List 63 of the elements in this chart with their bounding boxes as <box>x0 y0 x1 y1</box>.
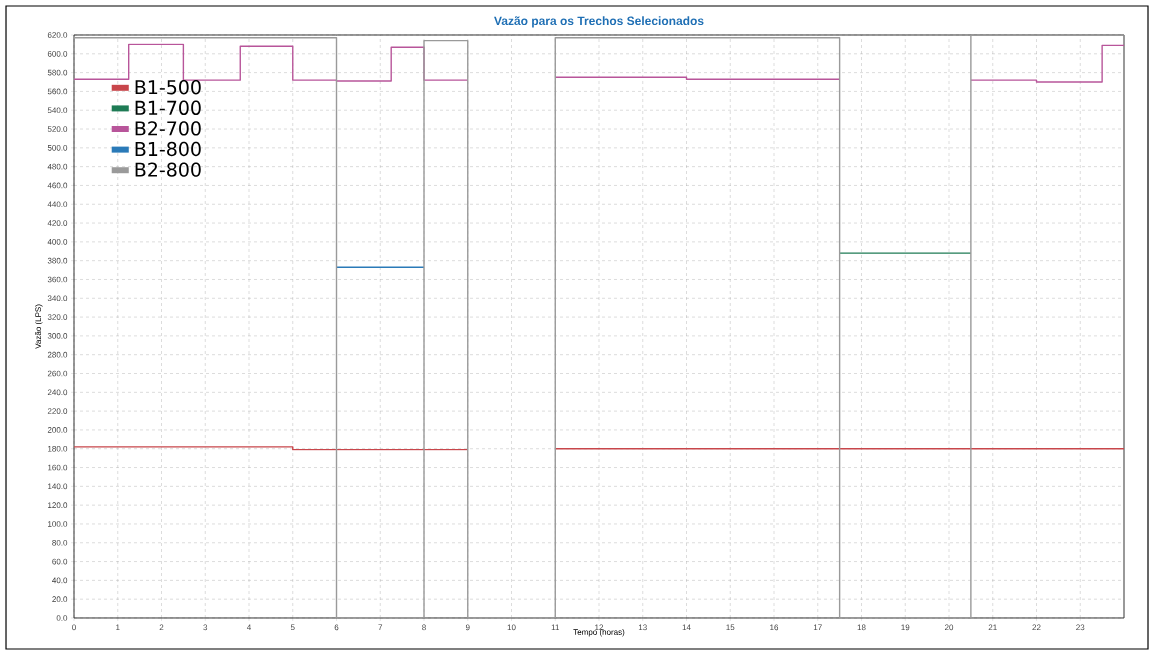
y-tick-label: 400.0 <box>47 239 68 245</box>
y-tick-label: 380.0 <box>47 257 68 264</box>
y-tick-label: 120.0 <box>48 502 68 508</box>
legend-label: B1-700 <box>135 100 201 115</box>
x-tick-label: 17 <box>813 624 822 631</box>
x-axis-title: Tempo (horas) <box>573 629 625 637</box>
x-tick-label: 16 <box>770 624 779 631</box>
x-tick-label: 0 <box>72 624 76 631</box>
y-tick-label: 80.0 <box>52 539 68 546</box>
y-tick-label: 320.0 <box>47 314 68 320</box>
y-tick-label: 40.0 <box>52 577 68 584</box>
x-tick-label: 3 <box>203 624 208 631</box>
x-tick-label: 22 <box>1032 624 1041 631</box>
y-tick-label: 620.0 <box>47 32 68 38</box>
x-tick-label: 4 <box>246 624 251 631</box>
x-tick-label: 11 <box>551 624 560 631</box>
y-tick-label: 500.0 <box>47 145 68 151</box>
x-tick-label: 2 <box>159 624 164 631</box>
y-tick-label: 360.0 <box>47 276 68 283</box>
y-tick-label: 480.0 <box>47 163 68 170</box>
x-tick-label: 15 <box>726 624 735 631</box>
legend-label: B1-800 <box>135 141 201 157</box>
y-tick-label: 260.0 <box>47 370 68 377</box>
x-tick-label: 5 <box>290 624 295 631</box>
y-tick-label: 0.0 <box>56 615 68 621</box>
y-tick-label: 60.0 <box>52 558 68 565</box>
y-tick-label: 520.0 <box>47 126 68 132</box>
y-tick-label: 200.0 <box>47 427 68 433</box>
y-tick-label: 20.0 <box>52 596 68 603</box>
y-tick-label: 100.0 <box>48 521 68 527</box>
y-tick-label: 280.0 <box>47 351 68 358</box>
y-axis-title: Vazão (LPS) <box>35 304 43 349</box>
y-tick-label: 160.0 <box>48 464 68 471</box>
x-tick-label: 9 <box>465 624 470 631</box>
x-tick-label: 21 <box>988 624 997 631</box>
x-tick-label: 6 <box>334 624 339 631</box>
legend-label: B2-700 <box>135 121 201 136</box>
y-tick-label: 240.0 <box>47 389 68 396</box>
x-tick-label: 23 <box>1076 624 1085 631</box>
y-tick-label: 580.0 <box>47 69 68 76</box>
x-tick-label: 8 <box>422 624 426 631</box>
x-tick-label: 20 <box>944 624 954 631</box>
y-tick-label: 140.0 <box>48 483 68 490</box>
x-tick-label: 1 <box>116 624 120 631</box>
chart-title: Vazão para os Trechos Selecionados <box>494 16 704 28</box>
x-tick-label: 14 <box>682 624 691 631</box>
y-tick-label: 420.0 <box>47 220 68 226</box>
x-tick-label: 7 <box>378 624 383 631</box>
y-tick-label: 220.0 <box>47 408 68 414</box>
y-tick-label: 440.0 <box>47 201 68 208</box>
x-tick-label: 10 <box>507 624 516 631</box>
y-tick-label: 460.0 <box>47 182 68 189</box>
x-tick-label: 19 <box>901 624 910 631</box>
x-tick-label: 13 <box>638 624 647 631</box>
x-tick-label: 18 <box>857 624 866 631</box>
y-tick-label: 540.0 <box>47 107 68 114</box>
y-tick-label: 600.0 <box>47 50 68 57</box>
legend-label: B1-500 <box>135 80 201 95</box>
y-tick-label: 180.0 <box>48 445 68 452</box>
legend-label: B2-800 <box>135 162 201 177</box>
y-tick-label: 340.0 <box>47 295 68 302</box>
y-tick-label: 560.0 <box>47 88 68 95</box>
y-tick-label: 300.0 <box>47 333 68 339</box>
